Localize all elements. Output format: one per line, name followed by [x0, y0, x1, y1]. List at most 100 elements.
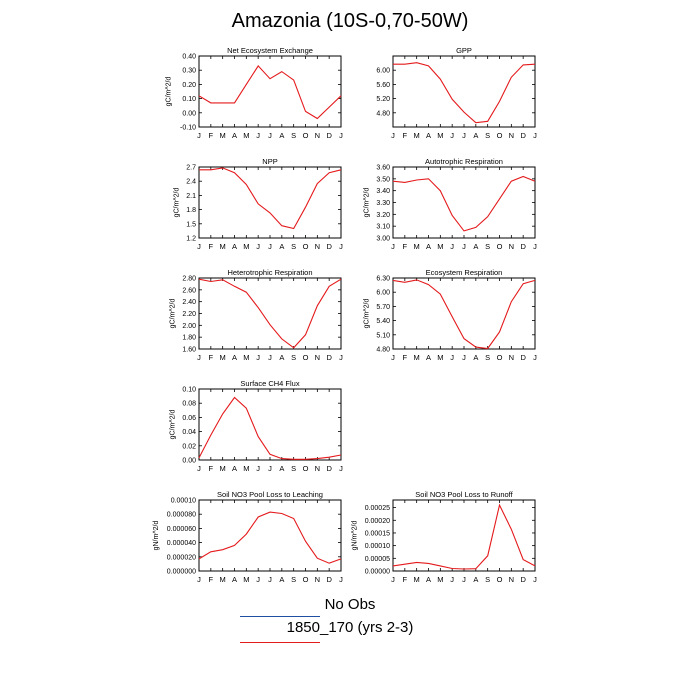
chart-title: NPP — [262, 157, 277, 166]
y-tick-label: 2.20 — [182, 311, 196, 318]
x-tick-label: S — [485, 575, 490, 584]
x-tick-label: S — [485, 353, 490, 362]
y-tick-label: 0.00005 — [365, 556, 390, 563]
x-tick-label: S — [291, 575, 296, 584]
chart-title: Autotrophic Respiration — [425, 157, 503, 166]
x-tick-label: J — [268, 242, 272, 251]
x-tick-label: A — [279, 131, 284, 140]
plot-frame — [198, 277, 342, 350]
x-tick-label: F — [403, 575, 408, 584]
x-tick-label: M — [243, 353, 249, 362]
x-tick-label: J — [268, 131, 272, 140]
page-title: Amazonia (10S-0,70-50W) — [231, 10, 469, 32]
x-tick-label: F — [403, 242, 408, 251]
y-tick-label: 0.40 — [182, 54, 196, 61]
x-tick-label: D — [326, 464, 332, 473]
x-tick-label: S — [291, 131, 296, 140]
x-tick-label: M — [220, 242, 226, 251]
x-tick-label: D — [326, 131, 332, 140]
x-tick-label: J — [450, 131, 454, 140]
legend: No Obs 1850_170 (yrs 2-3) — [0, 596, 700, 643]
x-tick-label: A — [232, 242, 237, 251]
x-tick-label: S — [485, 131, 490, 140]
x-tick-label: F — [209, 242, 214, 251]
legend-line-no-obs — [240, 616, 320, 617]
x-tick-label: N — [315, 131, 320, 140]
x-tick-label: J — [268, 575, 272, 584]
y-tick-label: 5.60 — [376, 82, 390, 89]
y-tick-label: 3.30 — [376, 200, 390, 207]
x-tick-label: J — [450, 242, 454, 251]
series-line — [393, 62, 536, 124]
x-tick-label: J — [462, 353, 466, 362]
y-tick-label: 0.02 — [182, 443, 196, 450]
y-tick-label: 0.00010 — [365, 543, 390, 550]
x-tick-label: M — [243, 464, 249, 473]
y-axis-label: gC/m^2/d — [364, 188, 371, 218]
x-tick-label: F — [403, 353, 408, 362]
x-tick-label: A — [232, 131, 237, 140]
x-tick-label: M — [414, 575, 420, 584]
y-tick-label: 4.80 — [376, 110, 390, 117]
y-tick-label: 5.40 — [376, 318, 390, 325]
x-tick-label: J — [339, 353, 343, 362]
x-tick-label: O — [303, 242, 309, 251]
x-tick-label: J — [268, 464, 272, 473]
x-tick-label: M — [220, 353, 226, 362]
x-tick-label: M — [437, 242, 443, 251]
plot-frame — [198, 499, 342, 572]
x-tick-label: N — [509, 131, 514, 140]
y-tick-label: 1.60 — [182, 347, 196, 354]
x-tick-label: J — [339, 242, 343, 251]
x-tick-label: O — [497, 242, 503, 251]
x-tick-label: F — [209, 353, 214, 362]
y-tick-label: 2.1 — [186, 193, 196, 200]
y-tick-label: 3.40 — [376, 188, 390, 195]
x-tick-label: A — [279, 242, 284, 251]
y-axis-label: gC/m^2/d — [364, 299, 371, 329]
series-line — [392, 175, 536, 232]
x-tick-label: J — [197, 353, 201, 362]
y-tick-label: 0.000020 — [167, 554, 196, 561]
y-tick-label: 5.20 — [376, 96, 390, 103]
x-tick-label: M — [437, 353, 443, 362]
x-tick-label: J — [533, 575, 537, 584]
y-tick-label: 0.00 — [182, 458, 196, 465]
x-tick-label: A — [232, 464, 237, 473]
x-tick-label: M — [243, 131, 249, 140]
y-tick-label: 0.000000 — [167, 569, 196, 576]
x-tick-label: M — [414, 131, 420, 140]
x-tick-label: S — [485, 242, 490, 251]
chart-title: Heterotrophic Respiration — [227, 268, 312, 277]
series-line — [198, 278, 342, 349]
x-tick-label: J — [256, 242, 260, 251]
x-tick-label: S — [291, 353, 296, 362]
y-tick-label: 2.60 — [182, 287, 196, 294]
x-tick-label: A — [426, 131, 431, 140]
y-tick-label: 5.70 — [376, 304, 390, 311]
x-tick-label: J — [256, 353, 260, 362]
x-tick-label: J — [197, 464, 201, 473]
x-tick-label: J — [533, 242, 537, 251]
y-tick-label: 6.00 — [376, 68, 390, 75]
series-line — [198, 396, 342, 460]
plot-frame — [198, 166, 342, 239]
y-tick-label: 1.5 — [186, 221, 196, 228]
x-tick-label: M — [437, 575, 443, 584]
x-tick-label: D — [520, 353, 526, 362]
x-tick-label: O — [497, 131, 503, 140]
x-tick-label: N — [509, 575, 514, 584]
y-tick-label: 2.7 — [186, 165, 196, 172]
y-tick-label: 3.20 — [376, 212, 390, 219]
x-tick-label: A — [232, 353, 237, 362]
y-tick-label: -0.10 — [180, 125, 196, 132]
x-tick-label: M — [243, 242, 249, 251]
x-tick-label: J — [462, 575, 466, 584]
x-tick-label: O — [497, 353, 503, 362]
x-tick-label: J — [197, 242, 201, 251]
series-line — [198, 511, 342, 564]
